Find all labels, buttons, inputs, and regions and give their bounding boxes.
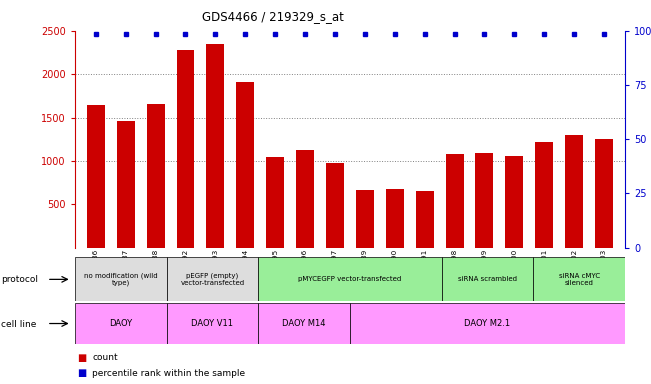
Text: GDS4466 / 219329_s_at: GDS4466 / 219329_s_at bbox=[202, 10, 344, 23]
Bar bbox=[117, 121, 135, 248]
Bar bbox=[356, 190, 374, 248]
Bar bbox=[475, 153, 493, 248]
Bar bbox=[258, 303, 350, 344]
Text: pMYCEGFP vector-transfected: pMYCEGFP vector-transfected bbox=[298, 276, 402, 282]
Bar bbox=[533, 257, 625, 301]
Bar bbox=[445, 154, 464, 248]
Bar bbox=[176, 50, 195, 248]
Bar bbox=[75, 303, 167, 344]
Bar bbox=[167, 303, 258, 344]
Bar bbox=[350, 303, 625, 344]
Bar bbox=[266, 157, 284, 248]
Bar bbox=[258, 257, 441, 301]
Text: DAOY M2.1: DAOY M2.1 bbox=[464, 319, 510, 328]
Bar bbox=[416, 191, 434, 248]
Bar bbox=[146, 104, 165, 248]
Text: siRNA scrambled: siRNA scrambled bbox=[458, 276, 517, 282]
Text: no modification (wild
type): no modification (wild type) bbox=[84, 272, 158, 286]
Text: percentile rank within the sample: percentile rank within the sample bbox=[92, 369, 245, 378]
Bar bbox=[206, 44, 225, 248]
Text: count: count bbox=[92, 353, 118, 362]
Text: pEGFP (empty)
vector-transfected: pEGFP (empty) vector-transfected bbox=[180, 273, 245, 286]
Text: DAOY M14: DAOY M14 bbox=[283, 319, 326, 328]
Bar bbox=[75, 257, 167, 301]
Text: DAOY V11: DAOY V11 bbox=[191, 319, 234, 328]
Text: protocol: protocol bbox=[1, 275, 38, 284]
Bar bbox=[236, 82, 255, 248]
Bar bbox=[595, 139, 613, 248]
Bar bbox=[326, 163, 344, 248]
Bar bbox=[441, 257, 533, 301]
Bar bbox=[505, 156, 523, 248]
Text: DAOY: DAOY bbox=[109, 319, 132, 328]
Text: cell line: cell line bbox=[1, 320, 36, 329]
Text: siRNA cMYC
silenced: siRNA cMYC silenced bbox=[559, 273, 600, 286]
Bar bbox=[296, 151, 314, 248]
Bar bbox=[87, 105, 105, 248]
Text: ■: ■ bbox=[77, 368, 86, 378]
Text: ■: ■ bbox=[77, 353, 86, 363]
Bar bbox=[386, 189, 404, 248]
Bar bbox=[565, 135, 583, 248]
Bar bbox=[535, 142, 553, 248]
Bar bbox=[167, 257, 258, 301]
